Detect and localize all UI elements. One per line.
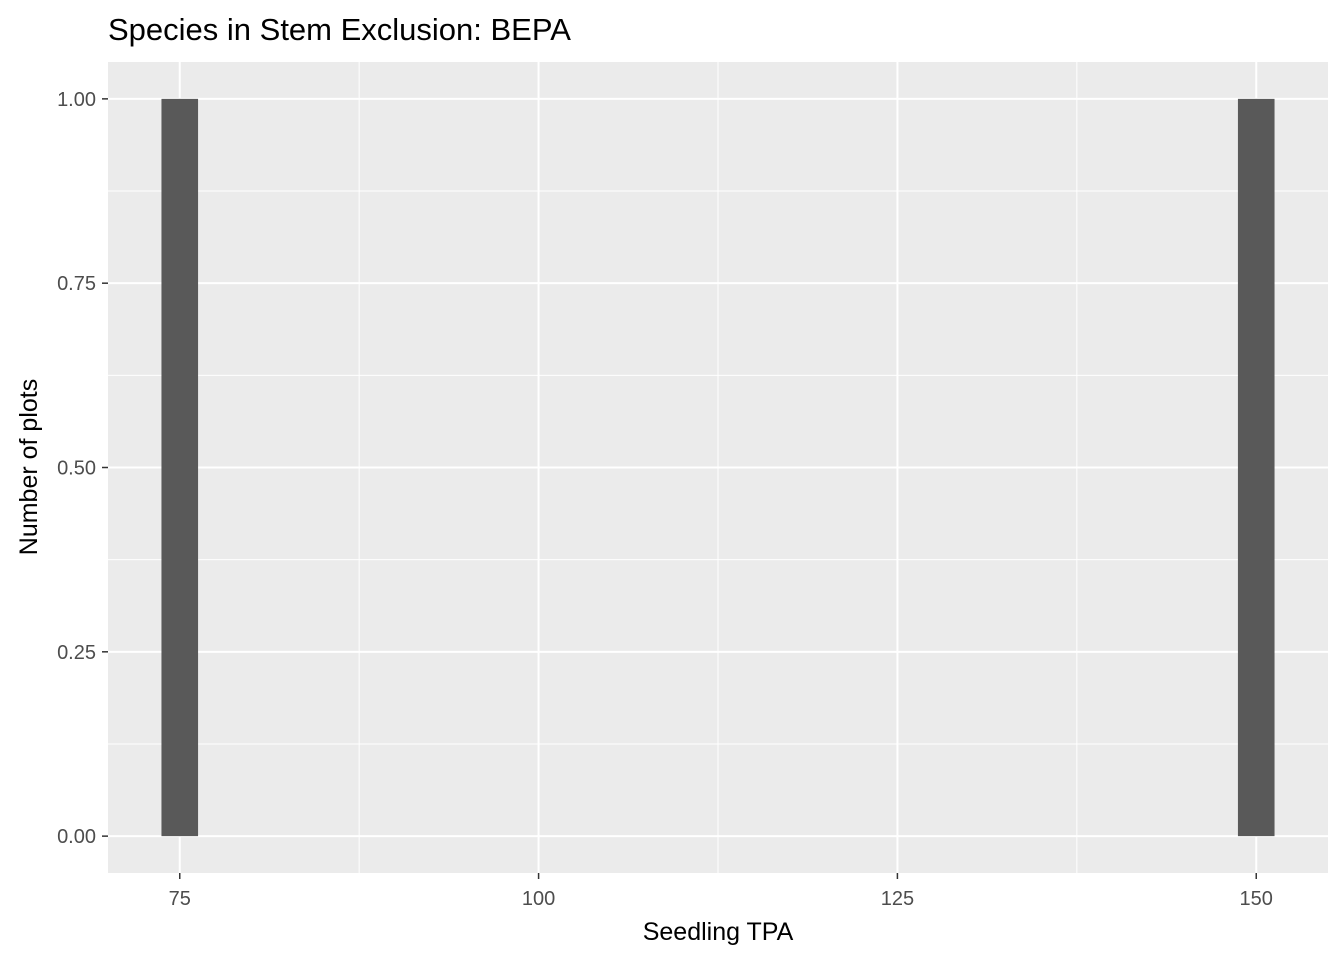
y-tick-label: 0.25 <box>57 642 96 664</box>
y-tick-label: 0.00 <box>57 826 96 848</box>
x-axis: 75 100 125 150 <box>169 873 1273 910</box>
bars <box>161 98 1275 837</box>
histogram-bar <box>161 98 199 837</box>
y-tick-label: 0.50 <box>57 458 96 480</box>
x-tick-label: 125 <box>881 888 914 910</box>
chart-title: Species in Stem Exclusion: BEPA <box>108 12 571 47</box>
x-tick-label: 100 <box>522 888 555 910</box>
y-axis-title: Number of plots <box>15 379 43 555</box>
x-tick-label: 75 <box>169 888 191 910</box>
y-axis: 0.00 0.25 0.50 0.75 1.00 <box>57 89 108 848</box>
x-axis-title: Seedling TPA <box>643 918 794 946</box>
y-tick-label: 1.00 <box>57 89 96 111</box>
y-tick-label: 0.75 <box>57 273 96 295</box>
histogram-bar <box>1237 98 1275 837</box>
x-tick-label: 150 <box>1240 888 1273 910</box>
